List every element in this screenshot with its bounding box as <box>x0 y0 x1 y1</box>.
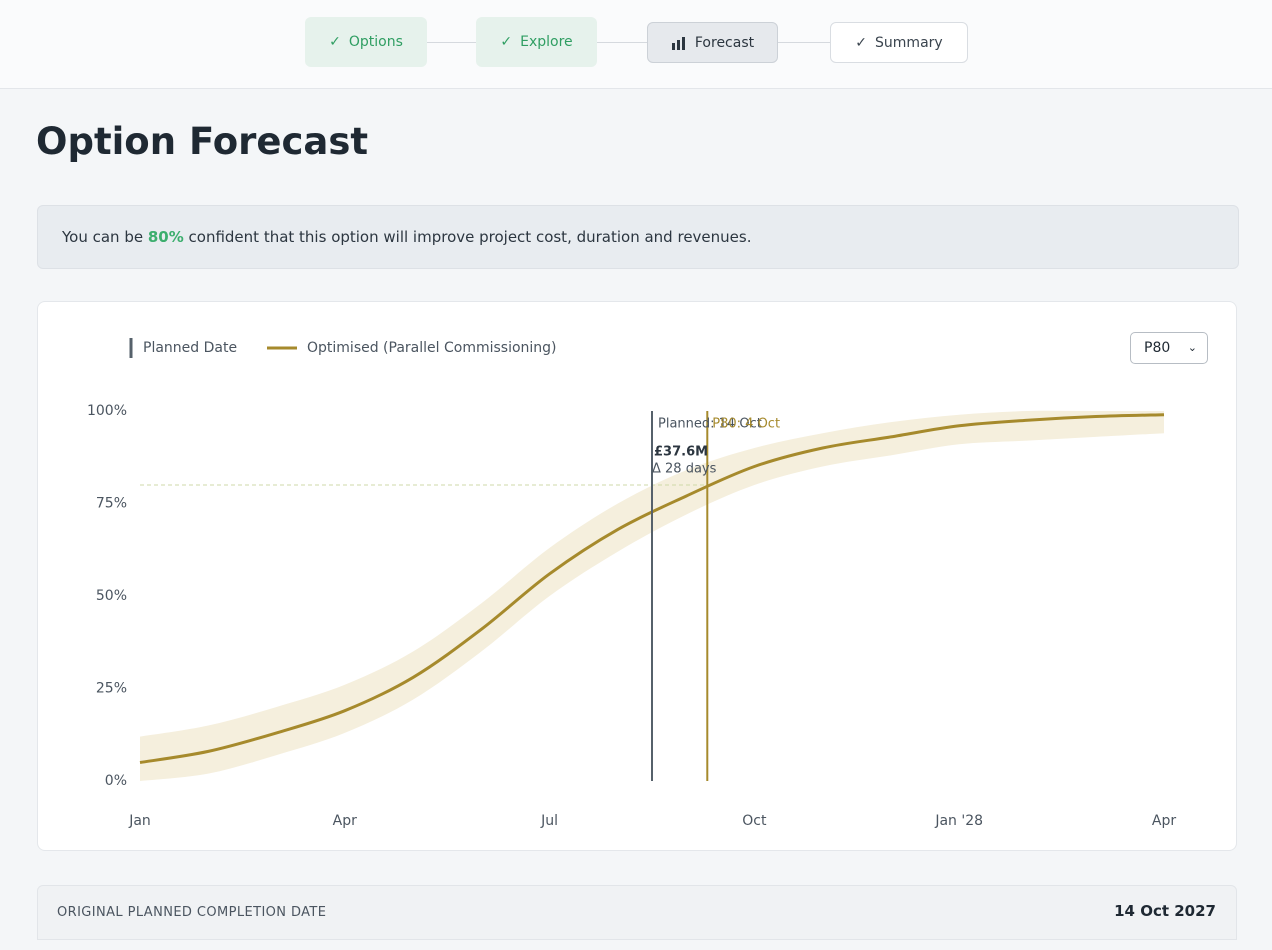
banner-highlight: 80% <box>147 228 184 246</box>
connector <box>778 42 830 43</box>
bar-icon <box>671 36 685 50</box>
info-label: ORIGINAL PLANNED COMPLETION DATE <box>57 905 327 920</box>
planned-label: Planned: 14 Oct <box>658 417 762 432</box>
legend-label: Planned Date <box>143 340 237 356</box>
connector <box>427 42 476 43</box>
step-forecast[interactable]: Forecast <box>647 22 778 63</box>
step-explore[interactable]: ✓ Explore <box>476 17 597 67</box>
connector <box>597 42 647 43</box>
step-options[interactable]: ✓ Options <box>305 17 427 67</box>
check-icon: ✓ <box>500 34 513 50</box>
y-tick-label: 25% <box>96 681 127 697</box>
stepper: ✓ Options ✓ Explore Forecast ✓ Summary <box>0 0 1272 89</box>
x-tick-label: Jan <box>128 813 151 829</box>
step-label: Options <box>348 34 403 50</box>
y-tick-label: 100% <box>87 403 127 419</box>
confidence-banner: You can be 80% confident that this optio… <box>37 205 1239 269</box>
y-tick-label: 50% <box>96 588 127 604</box>
select-value: P80 <box>1144 340 1171 356</box>
x-tick-label: Apr <box>333 813 357 829</box>
x-tick-label: Apr <box>1152 813 1176 829</box>
banner-text: confident that this option will improve … <box>183 228 752 246</box>
series-line <box>139 413 1165 764</box>
chart-card: 0% 25% 50% 75% 100% Jan Apr Jul Oct Jan '28 Apr Pla… <box>37 301 1237 851</box>
x-tick-label: Jan '28 <box>934 813 983 829</box>
delta-annotation: Δ 28 days <box>652 462 717 477</box>
step-label: Forecast <box>694 34 755 51</box>
x-tick-label: Jul <box>540 813 558 829</box>
y-tick-label: 0% <box>105 773 127 789</box>
percentile-select[interactable]: P80 ⌄ <box>1130 332 1208 364</box>
check-icon: ✓ <box>855 34 868 51</box>
p80-label: P80: 4 Oct <box>712 417 780 432</box>
chevron: ⌄ <box>1187 341 1197 354</box>
legend-label: Optimised (Parallel Commissioning) <box>307 340 557 356</box>
step-label: Explore <box>520 34 573 50</box>
x-tick-label: Oct <box>742 813 767 829</box>
step-label: Summary <box>875 34 943 51</box>
info-value: 14 Oct 2027 <box>1114 902 1216 920</box>
check-icon: ✓ <box>329 34 341 50</box>
step-summary[interactable]: ✓ Summary <box>830 22 968 63</box>
cost-annotation: £37.6M <box>654 445 708 460</box>
y-tick-label: 75% <box>96 496 127 512</box>
chart: 0% 25% 50% 75% 100% Jan Apr Jul Oct Jan '28 Apr Pla… <box>87 338 1176 829</box>
page-title: Option Forecast <box>36 120 369 163</box>
info-row: ORIGINAL PLANNED COMPLETION DATE 14 Oct … <box>37 885 1237 940</box>
banner-text: You can be <box>62 228 148 246</box>
